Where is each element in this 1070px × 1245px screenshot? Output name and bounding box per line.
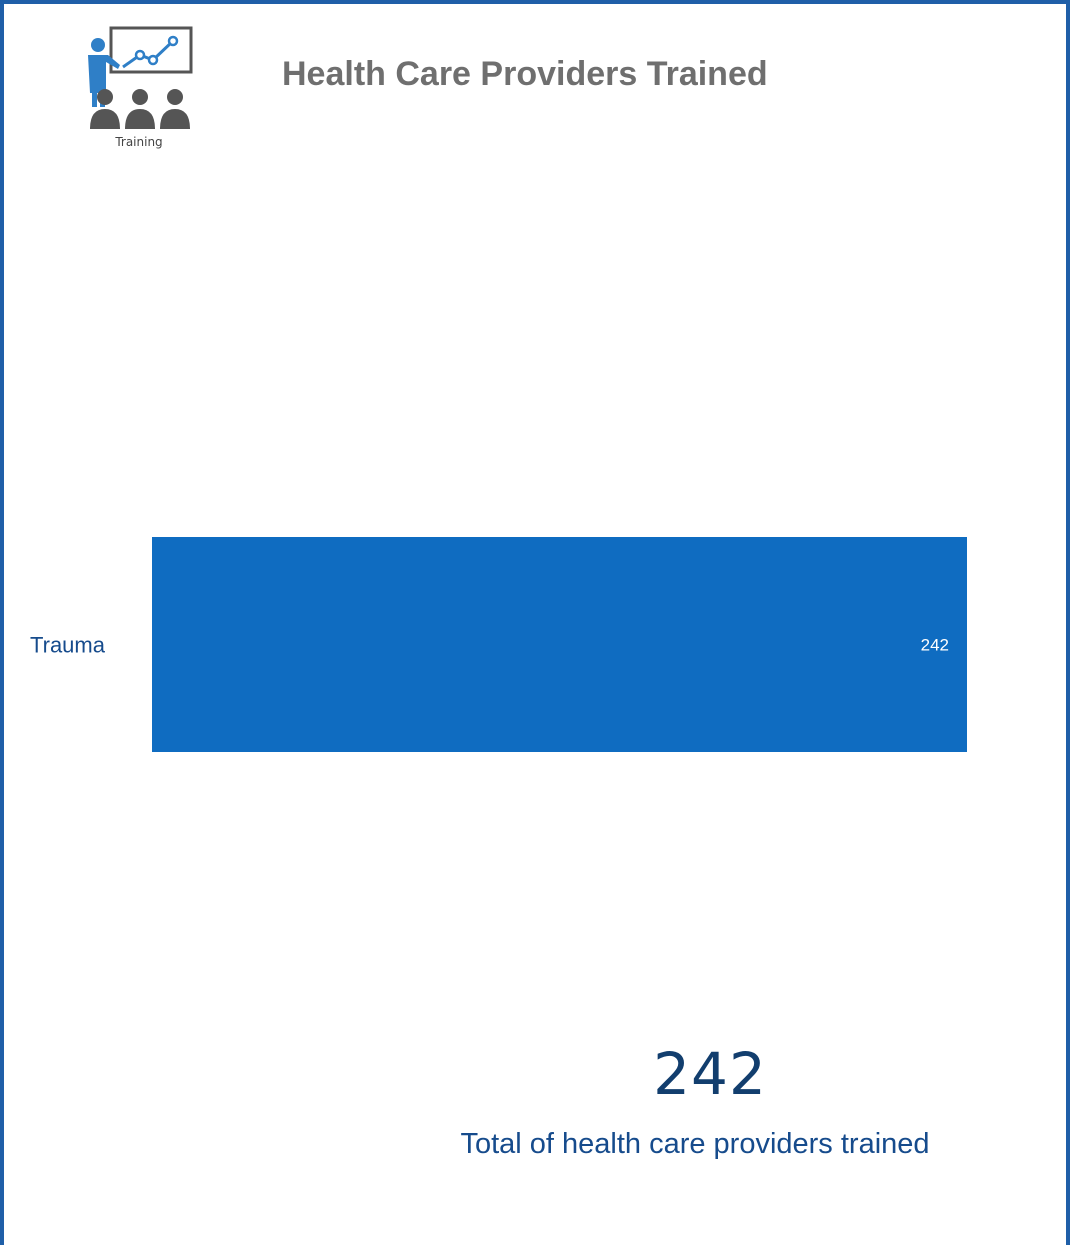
training-logo: Training — [78, 25, 200, 155]
training-presentation-icon — [88, 26, 193, 129]
logo-caption: Training — [115, 135, 163, 149]
bar-trauma[interactable] — [152, 537, 967, 752]
data-label: 242 — [921, 636, 949, 655]
page-title: Health Care Providers Trained — [282, 55, 768, 93]
category-label: Trauma — [30, 633, 106, 658]
kpi-total-label: Total of health care providers trained — [460, 1128, 930, 1160]
kpi-total-value: 242 — [653, 1040, 767, 1108]
